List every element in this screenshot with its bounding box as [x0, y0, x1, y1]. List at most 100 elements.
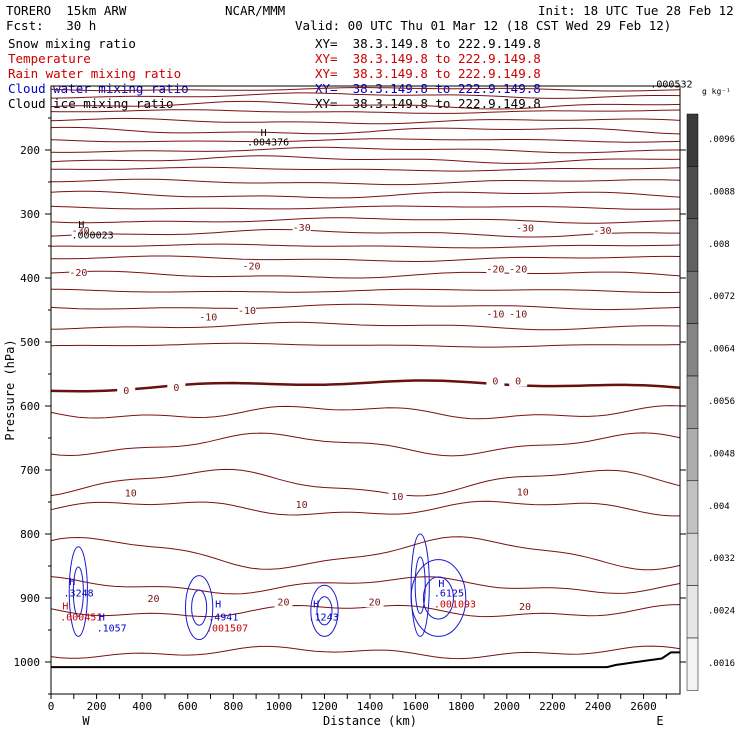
temperature-label: -20 [69, 268, 87, 279]
label-bg [593, 225, 612, 237]
x-axis: 0 200 400 600 800 1000 1200 1400 1600 1800 2000 220… [48, 694, 667, 713]
temperature-contour [50, 536, 681, 571]
temperature-label: 10 [517, 487, 529, 498]
colorbar-swatch [686, 532, 699, 586]
y-tick-label: 400 [20, 272, 40, 285]
terrain-line [51, 651, 680, 669]
temperature-contour [50, 178, 681, 186]
label-bg [486, 263, 505, 275]
temperature-label: 0 [173, 383, 179, 394]
label-bg [513, 486, 532, 498]
temperature-label: 0 [515, 377, 521, 388]
label-bg [292, 499, 311, 511]
label-bg [144, 593, 163, 605]
maximum-label: .1243 [309, 612, 339, 623]
temperature-label: -10 [238, 306, 256, 317]
label-bg [509, 263, 528, 275]
temperature-label: -10 [486, 309, 504, 320]
x-tick-label: 0 [48, 700, 55, 713]
colorbar-swatch [686, 270, 699, 324]
x-tick-label: 600 [178, 700, 198, 713]
label-bg [292, 222, 311, 233]
x-tick-label: 200 [87, 700, 107, 713]
temperature-contour [50, 86, 681, 92]
label-bg [388, 490, 407, 502]
maximum-label: .000023 [72, 230, 114, 241]
temperature-contour [50, 166, 681, 172]
temperature-label: -30 [516, 224, 534, 235]
label-bg [509, 375, 528, 387]
label-bg [486, 375, 505, 387]
label-bg [516, 600, 535, 612]
temperature-label: -20 [509, 265, 527, 276]
temperature-contour [50, 229, 680, 238]
label-bg [69, 266, 88, 278]
legend-cloud-ice-name: Cloud ice mixing ratio [8, 96, 174, 111]
colorbar-label: .008 [708, 240, 730, 250]
maximum-label: H [62, 602, 68, 613]
label-bg [167, 382, 186, 393]
x-tick-label: 400 [132, 700, 152, 713]
label-bg [516, 222, 535, 234]
contour-lines [50, 86, 681, 669]
maximum-label: .000532 [650, 79, 692, 90]
y-tick-label: 700 [20, 464, 40, 477]
legend-rain-xy: XY= 38.3.149.8 to 222.9.149.8 [315, 66, 541, 81]
colorbar-label: .0056 [708, 397, 735, 407]
header-model: TORERO 15km ARW [6, 3, 127, 18]
colorbar-swatch [686, 375, 699, 429]
legend-rain-name: Rain water mixing ratio [8, 66, 182, 81]
label-bg [365, 596, 384, 608]
legend-cloud-ice-xy: XY= 38.3.149.8 to 222.9.149.8 [315, 96, 541, 111]
x-tick-label: 1400 [357, 700, 384, 713]
temperature-label: -30 [72, 226, 90, 237]
maximum-label: .004376 [247, 138, 289, 149]
temperature-label: 0 [492, 377, 498, 388]
west-label: W [82, 714, 90, 728]
cloud-water-contour [72, 566, 84, 617]
x-tick-label: 1600 [402, 700, 429, 713]
cloud-water-contour [414, 556, 426, 614]
x-tick-label: 2600 [630, 700, 657, 713]
temperature-contour [50, 109, 681, 114]
colorbar-label: .0016 [708, 659, 735, 669]
maximum-label: H [215, 600, 221, 611]
temperature-contour [51, 255, 681, 263]
y-tick-label: 600 [20, 400, 40, 413]
label-bg [486, 308, 505, 320]
temperature-contour [50, 205, 681, 210]
x-tick-label: 2000 [494, 700, 521, 713]
header-init: Init: 18 UTC Tue 28 Feb 12 [538, 3, 734, 18]
maximum-label: .001507 [206, 623, 248, 634]
east-label: E [656, 714, 663, 728]
maximum-label: .001093 [434, 600, 476, 611]
temperature-contour [50, 126, 681, 135]
temperature-contour [50, 576, 681, 595]
label-bg [242, 260, 261, 272]
label-bg [199, 311, 218, 323]
colorbar-swatch [686, 323, 699, 377]
x-tick-label: 800 [223, 700, 243, 713]
header-valid: Valid: 00 UTC Thu 01 Mar 12 (18 CST Wed … [295, 18, 672, 33]
header-fcst: Fcst: 30 h [6, 18, 97, 33]
maximum-label: H [261, 128, 267, 139]
colorbar-swatch [686, 637, 699, 691]
temperature-label: -30 [293, 223, 311, 234]
colorbar-label: .004 [708, 502, 730, 512]
temperature-contour [50, 155, 681, 164]
temperature-contour [50, 288, 681, 293]
temperature-contour [50, 243, 681, 249]
temperature-contour [50, 645, 681, 660]
colorbar-swatch [686, 166, 699, 220]
temperature-contour [50, 500, 680, 517]
colorbar-swatch [686, 480, 699, 534]
temperature-contour [50, 190, 681, 199]
legend-cloud-water-name: Cloud water mixing ratio [8, 81, 189, 96]
temperature-contour [50, 342, 681, 348]
maximum-label: .4941 [208, 612, 238, 623]
cloud-water-contour [422, 576, 454, 620]
header-center: NCAR/MMM [225, 3, 286, 18]
x-tick-label: 2400 [585, 700, 612, 713]
cloud-water-contour [310, 584, 339, 637]
